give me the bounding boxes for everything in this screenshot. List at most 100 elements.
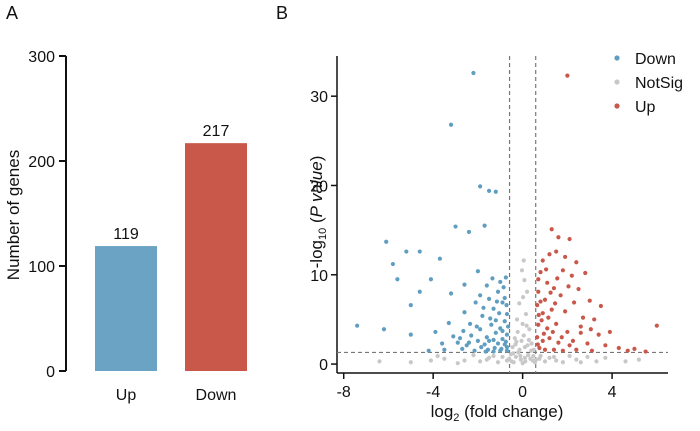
point-down [498, 348, 503, 353]
point-up [554, 321, 559, 326]
point-notsig [554, 358, 559, 363]
point-down [448, 122, 454, 127]
volcano-x-tick-label: 0 [518, 384, 527, 401]
point-notsig [495, 360, 501, 365]
point-down [478, 184, 483, 189]
point-up [555, 276, 560, 281]
xlabel-rest: (fold change) [459, 402, 563, 421]
legend-label-down: Down [635, 51, 676, 68]
point-up [536, 277, 541, 282]
point-up [559, 335, 564, 340]
point-notsig [533, 357, 539, 362]
panel-label-a: A [6, 3, 18, 23]
point-down [478, 327, 483, 332]
bar-value-label: 119 [113, 226, 139, 243]
point-up [565, 73, 570, 78]
bar-chart: Number of genes 0 100 200 300 119 Up 217 Down [4, 49, 247, 404]
point-down [448, 291, 454, 296]
point-down [461, 328, 466, 334]
point-down [466, 340, 472, 345]
point-down [437, 256, 442, 261]
point-up [574, 347, 579, 352]
point-up [583, 270, 588, 276]
point-down [493, 189, 498, 194]
point-up [539, 318, 544, 323]
ylabel-italic: P value [307, 161, 326, 217]
volcano-y-tick-label: 0 [319, 357, 328, 374]
volcano-x-tick-label: -8 [337, 384, 351, 401]
point-down [469, 333, 474, 338]
point-up [566, 284, 571, 289]
point-notsig [514, 339, 519, 344]
point-up [560, 348, 565, 353]
point-notsig [513, 354, 519, 360]
point-notsig [491, 353, 496, 359]
point-up [654, 323, 659, 328]
point-notsig [623, 359, 628, 364]
point-down [462, 310, 467, 315]
bar-y-tick-label: 300 [28, 49, 55, 66]
point-up [535, 303, 540, 308]
point-down [501, 285, 506, 290]
point-down [457, 336, 463, 341]
point-up [541, 331, 546, 336]
point-down [472, 348, 477, 353]
point-notsig [518, 353, 523, 359]
point-notsig [567, 353, 572, 359]
point-up [569, 273, 574, 278]
legend-label-notsig: NotSig [635, 75, 683, 92]
point-notsig [522, 278, 527, 283]
point-up [571, 300, 577, 305]
point-up [625, 348, 630, 353]
point-up [598, 303, 604, 309]
point-notsig [515, 329, 520, 335]
bar-y-tick-label: 100 [28, 259, 55, 276]
point-up [542, 347, 548, 352]
point-notsig [462, 358, 467, 363]
point-notsig [504, 358, 510, 363]
point-up [548, 290, 553, 295]
point-down [484, 335, 489, 340]
point-notsig [408, 360, 413, 365]
point-notsig [522, 355, 527, 360]
point-down [426, 348, 431, 353]
point-down [475, 269, 480, 274]
point-up [563, 309, 568, 314]
point-down [490, 276, 495, 281]
point-up [570, 338, 576, 343]
bar-y-tick-label: 0 [46, 364, 55, 381]
point-down [488, 316, 493, 321]
point-up [576, 286, 581, 292]
ylabel-sub: 10 [317, 228, 329, 240]
point-notsig [574, 357, 579, 362]
point-notsig [500, 354, 505, 360]
point-up [567, 343, 572, 348]
point-down [493, 318, 498, 323]
volcano-y-axis-label: -log10 (P value) [307, 156, 329, 269]
point-notsig [523, 311, 529, 317]
point-notsig [578, 360, 583, 365]
point-up [596, 332, 601, 337]
point-down [489, 322, 494, 327]
point-up [551, 347, 557, 352]
bar-x-tick-label: Down [196, 387, 237, 404]
point-notsig [517, 301, 522, 306]
point-notsig [486, 355, 492, 360]
legend-label-up: Up [635, 99, 656, 116]
point-up [580, 315, 586, 320]
point-up [536, 312, 541, 318]
point-up [535, 335, 540, 340]
point-down [505, 324, 511, 329]
point-notsig [511, 360, 516, 365]
point-down [500, 300, 505, 305]
point-notsig [519, 338, 524, 343]
point-up [585, 341, 590, 346]
point-notsig [442, 356, 447, 361]
point-notsig [508, 352, 514, 357]
volcano-x-axis-label: log2 (fold change) [431, 402, 564, 424]
point-down [433, 329, 438, 335]
point-down [502, 319, 507, 324]
point-down [503, 275, 508, 280]
point-notsig [551, 354, 557, 360]
ylabel-base: -log [307, 240, 326, 268]
